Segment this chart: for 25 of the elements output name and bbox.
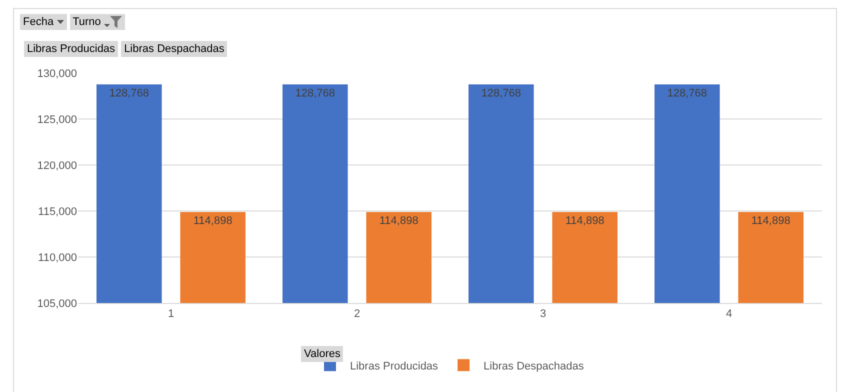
x-tick-label: 4 [726,308,732,320]
text: Fecha [23,16,54,28]
y-tick-label: 105,000 [37,298,77,310]
text: Turno [72,16,101,28]
data-label: 128,768 [481,87,522,100]
data-label: 114,898 [751,214,790,227]
data-label: 128,768 [667,87,708,100]
text: Libras Despachadas [124,43,224,55]
text: Libras Producidas [27,43,116,55]
y-tick-label: 130,000 [37,68,77,80]
legend-label: Libras Despachadas [484,360,584,372]
y-tick-label: 120,000 [37,160,77,172]
data-label: 114,898 [193,214,232,227]
y-tick-label: 110,000 [38,252,77,264]
y-tick-label: 125,000 [37,114,77,126]
y-tick-label: 115,000 [38,206,77,218]
data-label: 128,768 [109,87,150,100]
legend-label: Libras Producidas [350,360,439,372]
data-label: 114,898 [565,214,604,227]
legend-title: Valores [301,346,344,362]
data-label: 128,768 [295,87,336,100]
x-tick-label: 1 [168,308,174,320]
x-tick-label: 3 [540,308,546,320]
x-tick-label: 2 [354,308,360,320]
data-label: 114,898 [379,214,418,227]
